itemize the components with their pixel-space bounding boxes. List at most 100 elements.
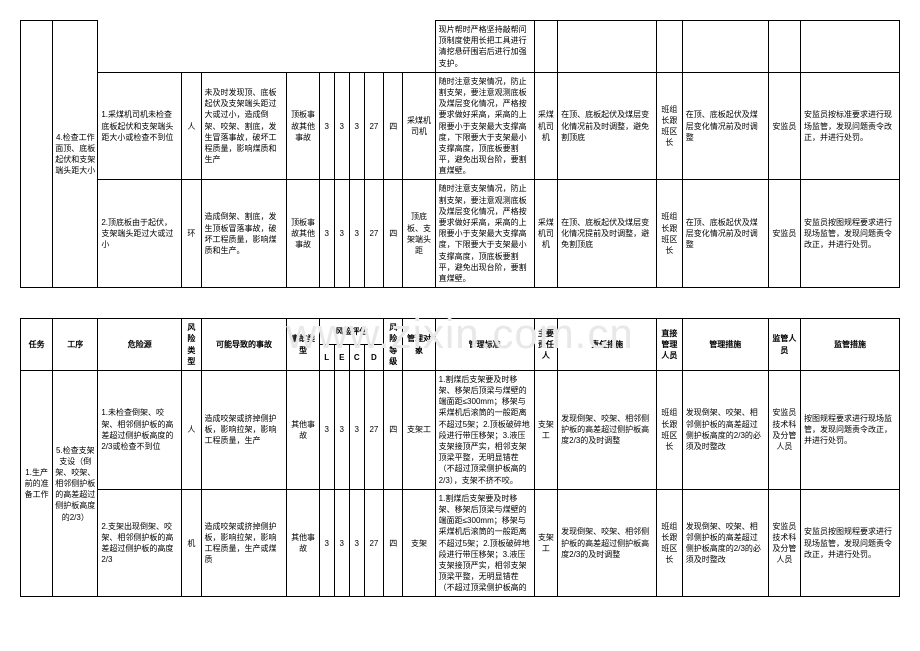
l-cell: 3 (319, 489, 334, 597)
table-row: 1.生产前的准备工作 5.检查支架支设（倒架、咬架、相邻侧护板的高差超过侧护板高… (21, 370, 900, 489)
mgr-cell: 班组长跟班区长 (657, 489, 683, 597)
c-cell: 3 (349, 72, 364, 180)
sup-cell: 安监员技术科及分管人员 (768, 370, 800, 489)
accident-cell: 造成咬架或挤掉侧护板，影响拉架，影响工程质量，生产或煤质 (201, 489, 287, 597)
std-cell: 随时注意支架情况，防止割支架，要注意观测底板及煤层变化情况，严格按要求做好采高，… (435, 72, 534, 180)
table-row: 1.采煤机司机未检查底板起伏和支架端头距大小或检查不到位 人 未及时发现顶、底板… (21, 72, 900, 180)
resp-cell: 支架工 (534, 370, 558, 489)
th-obj: 管理对象 (403, 319, 435, 371)
accident-type-cell: 顶板事故其他事故 (287, 180, 319, 288)
th-step: 工序 (53, 319, 98, 371)
th-l: L (319, 345, 334, 371)
d-cell: 27 (364, 72, 383, 180)
table-row: 2.顶底板由于起伏，支架端头距过大或过小 环 造成倒架、割底，发生顶板冒落事故，… (21, 180, 900, 288)
c-cell: 3 (349, 180, 364, 288)
th-eval: 风险评估 (319, 319, 383, 345)
hazard-cell: 1.未检查倒架、咬架、相邻侧护板的高差超过侧护板高度的2/3或检查不到位 (98, 370, 182, 489)
accident-cell: 造成咬架或挤掉侧护板，影响拉架，影响工程质量，生产 (201, 370, 287, 489)
mgr-cell: 班组长跟班区长 (657, 180, 683, 288)
rmeas-cell: 发现倒架、咬架、相邻侧护板的高差超过侧护板高度2/3的及时调整 (558, 489, 657, 597)
level-cell: 四 (384, 370, 403, 489)
smeas-cell: 安监员按标准要求进行现场监管，发现问题责令改正，并进行处罚。 (800, 72, 899, 180)
th-e: E (334, 345, 349, 371)
hazard-cell: 2.支架出现倒架、咬架、相邻侧护板的高差超过侧护板的高度2/3 (98, 489, 182, 597)
hazard-cell: 1.采煤机司机未检查底板起伏和支架端头距大小或检查不到位 (98, 72, 182, 180)
mmeas-cell: 在顶、底板起伏及煤层变化情况前及时调整 (682, 72, 768, 180)
accident-cell: 未及时发现顶、底板起伏及支架端头距过大或过小，造成倒架、咬架、割底，发生冒落事故… (201, 72, 287, 180)
e-cell: 3 (334, 489, 349, 597)
accident-cell: 造成倒架、割底，发生顶板冒落事故，破坏工程质量，影响煤质和生产。 (201, 180, 287, 288)
obj-cell: 顶底板、支架端头距 (403, 180, 435, 288)
th-atype: 事故类型 (287, 319, 319, 371)
mgr-cell: 班组长跟班区长 (657, 72, 683, 180)
l-cell: 3 (319, 180, 334, 288)
mmeas-cell: 发现倒架、咬架、相邻侧护板的高差超过侧护板高度的2/3的必须及时整改 (682, 489, 768, 597)
th-resp: 主要责任人 (534, 319, 558, 371)
header-row: 任务 工序 危险源 风险类型 可能导致的事故 事故类型 风险评估 风险等级 管理… (21, 319, 900, 345)
std-cell: 1.割煤后支架要及时移架、移架后顶梁与煤壁的端面距≤300mm；移架与采煤机后滚… (435, 489, 534, 597)
th-hazard: 危险源 (98, 319, 182, 371)
smeas-cell: 安监员按图规程要求进行现场监管，发现问题责令改正，并进行处罚。 (800, 489, 899, 597)
th-rtype: 风险类型 (182, 319, 201, 371)
rmeas-cell: 在顶、底板起伏及煤层变化情况前及时调整，避免割顶底 (558, 72, 657, 180)
smeas-cell: 安监员按图规程要求进行现场监管，发现问题责令改正，并进行处罚。 (800, 180, 899, 288)
level-cell: 四 (384, 72, 403, 180)
l-cell: 3 (319, 370, 334, 489)
resp-cell: 支架工 (534, 489, 558, 597)
th-acc: 可能导致的事故 (201, 319, 287, 371)
e-cell: 3 (334, 370, 349, 489)
accident-type-cell: 其他事故 (287, 489, 319, 597)
th-rmeas: 责任措施 (558, 319, 657, 371)
th-c: C (349, 345, 364, 371)
sup-cell: 安监员 (768, 72, 800, 180)
rmeas-cell: 发现倒架、咬架、相邻侧护板的高差超过侧护板高度2/3的及时调整 (558, 370, 657, 489)
step-cell: 4.检查工作面顶、底板起伏和支架端头距大小 (53, 21, 98, 288)
accident-type-cell: 其他事故 (287, 370, 319, 489)
d-cell: 27 (364, 370, 383, 489)
risk-type-cell: 人 (182, 370, 201, 489)
risk-table-2: 任务 工序 危险源 风险类型 可能导致的事故 事故类型 风险评估 风险等级 管理… (20, 318, 900, 597)
table-row: 2.支架出现倒架、咬架、相邻侧护板的高差超过侧护板的高度2/3 机 造成咬架或挤… (21, 489, 900, 597)
l-cell: 3 (319, 72, 334, 180)
obj-cell: 支架工 (403, 370, 435, 489)
accident-type-cell: 顶板事故其他事故 (287, 72, 319, 180)
mmeas-cell: 在顶、底板起伏及煤层变化情况前及时调整 (682, 180, 768, 288)
std-cell: 现片帮时严格坚持敲帮问顶制度使用长把工具进行清挖悬矸围岩后进行加强支护。 (435, 21, 534, 73)
th-sup: 监管人员 (768, 319, 800, 371)
std-cell: 1.割煤后支架要及时移架、移架后顶梁与煤壁的端面距≤300mm；移架与采煤机后滚… (435, 370, 534, 489)
mgr-cell: 班组长跟班区长 (657, 370, 683, 489)
task-cell (21, 21, 53, 288)
th-level: 风险等级 (384, 319, 403, 371)
resp-cell: 采煤机司机 (534, 180, 558, 288)
th-d: D (364, 345, 383, 371)
th-std: 管理标准 (435, 319, 534, 371)
th-smeas: 监管措施 (800, 319, 899, 371)
risk-type-cell: 环 (182, 180, 201, 288)
sup-cell: 安监员技术科及分管人员 (768, 489, 800, 597)
c-cell: 3 (349, 489, 364, 597)
th-mmeas: 管理措施 (682, 319, 768, 371)
obj-cell: 采煤机司机 (403, 72, 435, 180)
d-cell: 27 (364, 180, 383, 288)
risk-table-1: 4.检查工作面顶、底板起伏和支架端头距大小 现片帮时严格坚持敲帮问顶制度使用长把… (20, 20, 900, 288)
smeas-cell: 按图规程要求进行现场监管，发现问题责令改正，并进行处罚。 (800, 370, 899, 489)
sup-cell: 安监员 (768, 180, 800, 288)
task-cell: 1.生产前的准备工作 (21, 370, 53, 597)
step-cell: 5.检查支架支设（倒架、咬架、相邻侧护板的高差超过侧护板高度的2/3） (53, 370, 98, 597)
th-task: 任务 (21, 319, 53, 371)
e-cell: 3 (334, 72, 349, 180)
level-cell: 四 (384, 180, 403, 288)
hazard-cell: 2.顶底板由于起伏，支架端头距过大或过小 (98, 180, 182, 288)
d-cell: 27 (364, 489, 383, 597)
rmeas-cell: 在顶、底板起伏及煤层变化情况提前及时调整，避免割顶底 (558, 180, 657, 288)
mmeas-cell: 发现倒架、咬架、相邻侧护板的高差超过侧护板高度的2/3的必须及时整改 (682, 370, 768, 489)
std-cell: 随时注意支架情况，防止割支架，要注意观测底板及煤层变化情况，严格按要求做好采高，… (435, 180, 534, 288)
risk-type-cell: 机 (182, 489, 201, 597)
e-cell: 3 (334, 180, 349, 288)
c-cell: 3 (349, 370, 364, 489)
th-mgr: 直接管理人员 (657, 319, 683, 371)
risk-type-cell: 人 (182, 72, 201, 180)
resp-cell: 采煤机司机 (534, 72, 558, 180)
obj-cell: 支架 (403, 489, 435, 597)
level-cell: 四 (384, 489, 403, 597)
